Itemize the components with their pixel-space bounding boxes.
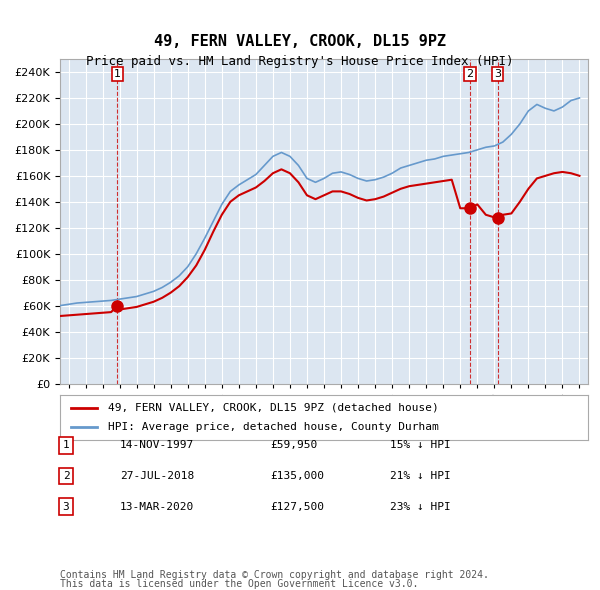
Text: Price paid vs. HM Land Registry's House Price Index (HPI): Price paid vs. HM Land Registry's House … [86,55,514,68]
Text: 15% ↓ HPI: 15% ↓ HPI [390,441,451,450]
Text: 2: 2 [62,471,70,481]
Text: 1: 1 [114,69,121,78]
Text: 14-NOV-1997: 14-NOV-1997 [120,441,194,450]
Text: HPI: Average price, detached house, County Durham: HPI: Average price, detached house, Coun… [107,422,438,432]
Text: £59,950: £59,950 [270,441,317,450]
Text: Contains HM Land Registry data © Crown copyright and database right 2024.: Contains HM Land Registry data © Crown c… [60,571,489,580]
Text: This data is licensed under the Open Government Licence v3.0.: This data is licensed under the Open Gov… [60,579,418,589]
Text: 21% ↓ HPI: 21% ↓ HPI [390,471,451,481]
Text: 1: 1 [62,441,70,450]
Text: 3: 3 [62,502,70,512]
Text: £135,000: £135,000 [270,471,324,481]
Text: 23% ↓ HPI: 23% ↓ HPI [390,502,451,512]
Text: £127,500: £127,500 [270,502,324,512]
Text: 3: 3 [494,69,501,78]
Text: 13-MAR-2020: 13-MAR-2020 [120,502,194,512]
Text: 2: 2 [466,69,473,78]
Text: 49, FERN VALLEY, CROOK, DL15 9PZ: 49, FERN VALLEY, CROOK, DL15 9PZ [154,34,446,49]
Text: 27-JUL-2018: 27-JUL-2018 [120,471,194,481]
Text: 49, FERN VALLEY, CROOK, DL15 9PZ (detached house): 49, FERN VALLEY, CROOK, DL15 9PZ (detach… [107,403,438,412]
